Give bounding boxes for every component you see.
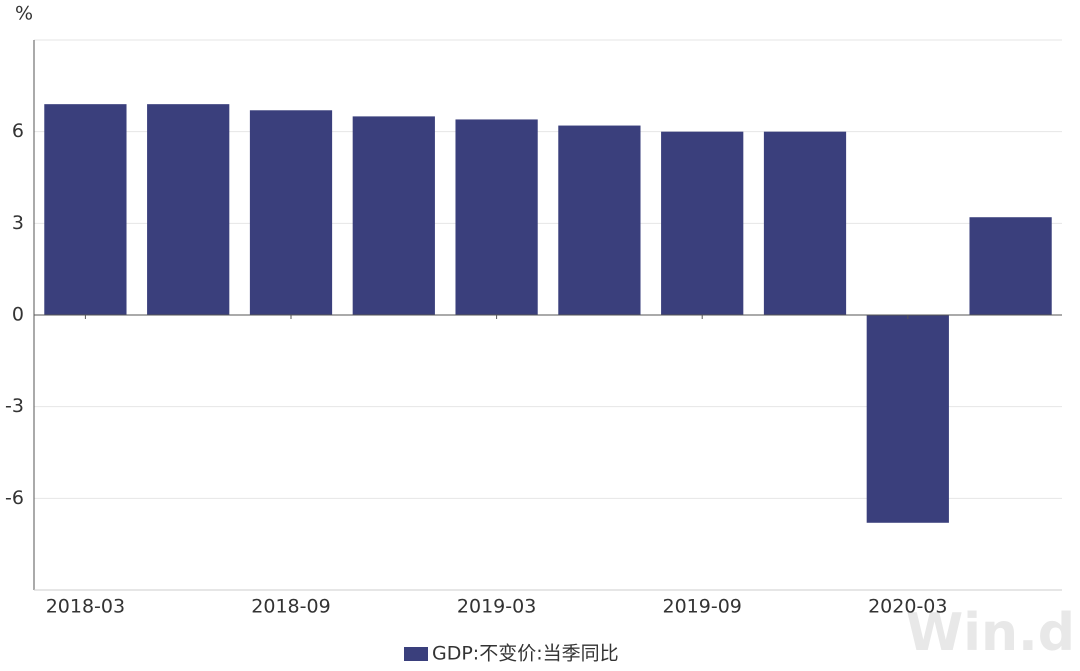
legend-label: GDP:不变价:当季同比	[432, 643, 619, 665]
bar	[866, 315, 949, 523]
y-tick-label: -6	[5, 487, 24, 509]
bar	[661, 131, 744, 315]
bar	[455, 119, 538, 315]
bar	[352, 116, 435, 315]
legend-swatch	[404, 647, 428, 661]
bar	[969, 217, 1052, 315]
y-tick-label: -3	[5, 395, 24, 417]
x-tick-label: 2020-03	[868, 596, 947, 618]
y-tick-label: 6	[12, 120, 24, 142]
bar	[249, 110, 333, 316]
y-tick-label: 3	[12, 212, 24, 234]
x-tick-label: 2019-09	[663, 596, 742, 618]
bar	[763, 131, 847, 315]
y-axis-label: %	[15, 3, 33, 25]
bar	[44, 104, 127, 316]
x-tick-label: 2018-09	[251, 596, 330, 618]
x-tick-label: 2018-03	[46, 596, 125, 618]
bar	[147, 104, 230, 316]
watermark: Win.d	[906, 603, 1075, 663]
bar	[558, 125, 641, 315]
y-tick-label: 0	[12, 304, 24, 326]
x-tick-label: 2019-03	[457, 596, 536, 618]
